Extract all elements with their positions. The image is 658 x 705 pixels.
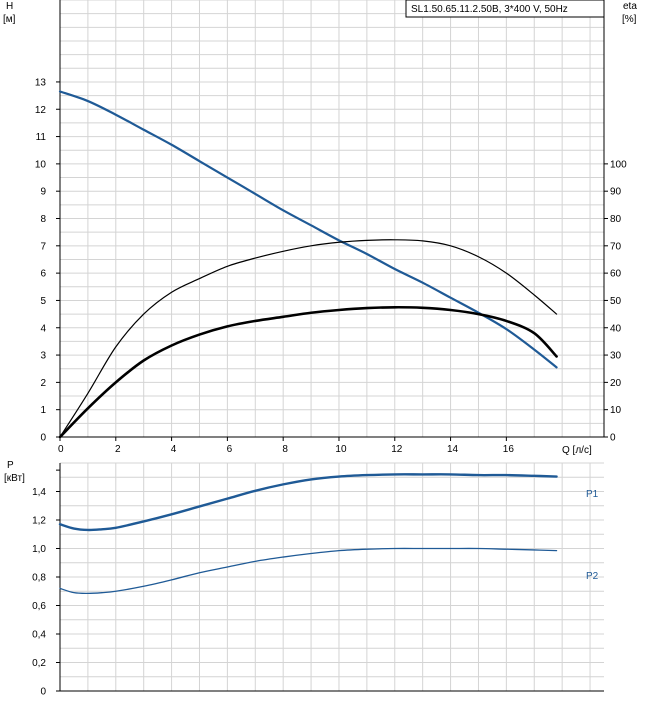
y-left-tick-label: 6	[40, 269, 46, 280]
y-right-tick-label: 100	[610, 159, 627, 170]
y-right-tick-label: 40	[610, 323, 622, 334]
x-tick-label: 14	[447, 444, 459, 455]
y-left-tick-label: 9	[40, 187, 46, 198]
series-lines	[58, 90, 558, 595]
y-left-tick-label: 2	[40, 378, 46, 389]
y-left-tick-label: 13	[35, 77, 47, 88]
x-tick-label: 16	[503, 444, 515, 455]
power-p2-line	[59, 547, 558, 595]
x-tick-label: 8	[282, 444, 288, 455]
power-axis-unit: [кВт]	[4, 473, 25, 484]
power-y-tick-label: 0,6	[32, 601, 46, 612]
y-left-tick-label: 0	[40, 433, 46, 444]
power-y-tick-label: 1,0	[32, 544, 46, 555]
y-left-tick-label: 7	[40, 241, 46, 252]
power-y-tick-label: 1,2	[32, 516, 46, 527]
total-efficiency-curve-line	[58, 305, 558, 439]
power-y-tick-label: 0,2	[32, 658, 46, 669]
y-right-tick-label: 10	[610, 405, 622, 416]
y-left-tick-label: 4	[40, 323, 46, 334]
x-axis-label: Q [л/с]	[562, 445, 592, 456]
power-y-tick-label: 0,8	[32, 573, 46, 584]
y-right-tick-label: 50	[610, 296, 622, 307]
efficiency-curve-line	[59, 239, 558, 438]
head-curve-line	[58, 90, 558, 369]
y-left-tick-label: 3	[40, 351, 46, 362]
y-right-tick-label: 90	[610, 187, 622, 198]
power-y-tick-label: 0,4	[32, 630, 46, 641]
y-left-tick-label: 1	[40, 405, 46, 416]
y-left-tick-label: 11	[36, 132, 47, 143]
x-tick-label: 12	[391, 444, 403, 455]
x-tick-label: 6	[227, 444, 233, 455]
y-right-tick-label: 20	[610, 378, 622, 389]
axes	[56, 0, 608, 692]
y-right-axis-label: eta	[623, 1, 637, 12]
x-tick-label: 0	[58, 444, 64, 455]
y-left-tick-label: 5	[40, 296, 46, 307]
y-left-tick-label: 8	[40, 214, 46, 225]
x-tick-label: 10	[335, 444, 347, 455]
y-left-axis-label: H	[6, 1, 13, 12]
series-label-p1: P1	[586, 489, 599, 500]
power-y-tick-label: 1,4	[32, 487, 46, 498]
title-box	[405, 0, 605, 18]
bottom-grid	[60, 462, 604, 691]
power-axis-label: P	[7, 460, 14, 471]
y-left-axis-unit: [м]	[3, 14, 16, 25]
chart-title: SL1.50.65.11.2.50B, 3*400 V, 50Hz	[411, 4, 568, 15]
y-right-tick-label: 70	[610, 241, 622, 252]
y-right-tick-label: 60	[610, 269, 622, 280]
x-tick-label: 2	[115, 444, 121, 455]
power-p1-line	[58, 473, 558, 532]
series-label-p2: P2	[586, 571, 599, 582]
y-right-axis-unit: [%]	[622, 14, 637, 25]
power-y-tick-label: 0	[40, 687, 46, 698]
y-right-tick-label: 80	[610, 214, 622, 225]
y-left-tick-label: 10	[35, 159, 47, 170]
y-right-tick-label: 0	[610, 433, 616, 444]
y-left-tick-label: 12	[35, 105, 47, 116]
y-right-tick-label: 30	[610, 351, 622, 362]
tick-labels: 0123456789101112130102030405060708090100…	[32, 77, 627, 697]
x-tick-label: 4	[171, 444, 177, 455]
top-grid	[60, 0, 604, 437]
